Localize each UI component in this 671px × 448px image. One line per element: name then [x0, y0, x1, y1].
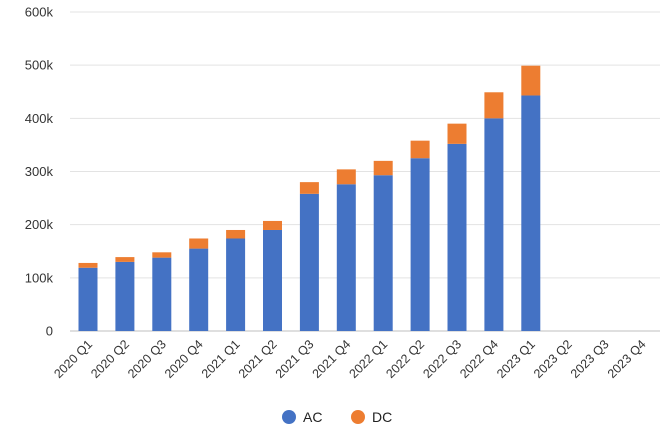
bar-ac-2021-q3: [299, 193, 319, 331]
bar-dc-2021-q3: [299, 182, 319, 194]
y-tick-label: 500k: [25, 58, 54, 73]
legend-label-ac: AC: [303, 409, 322, 425]
y-tick-label: 600k: [25, 5, 54, 20]
bar-dc-2020-q4: [189, 238, 209, 249]
x-tick-label: 2022 Q3: [420, 337, 464, 381]
legend-marker-dc: [351, 410, 365, 424]
bar-ac-2022-q3: [447, 143, 467, 331]
bar-dc-2020-q3: [152, 252, 172, 258]
y-tick-label: 0: [46, 324, 53, 339]
legend-marker-ac: [282, 410, 296, 424]
bar-dc-2020-q2: [115, 257, 135, 262]
bar-ac-2022-q2: [410, 158, 430, 331]
y-tick-label: 200k: [25, 217, 54, 232]
bar-dc-2021-q4: [336, 169, 356, 185]
bar-ac-2022-q4: [484, 118, 504, 331]
bar-dc-2022-q3: [447, 123, 467, 144]
x-tick-label: 2023 Q2: [531, 337, 575, 381]
bar-dc-2021-q2: [263, 220, 282, 230]
bar-dc-2023-q1: [521, 65, 541, 96]
bar-ac-2021-q4: [336, 184, 356, 331]
y-tick-label: 300k: [25, 164, 54, 179]
x-tick-label: 2022 Q4: [457, 337, 501, 381]
x-tick-label: 2020 Q1: [51, 337, 95, 381]
bar-ac-2020-q1: [78, 267, 98, 331]
x-tick-label: 2022 Q2: [383, 337, 427, 381]
bar-ac-2020-q2: [115, 261, 135, 331]
bar-ac-2021-q2: [263, 229, 282, 331]
x-tick-label: 2022 Q1: [347, 337, 391, 381]
x-tick-label: 2020 Q2: [88, 337, 132, 381]
bar-dc-2022-q2: [410, 140, 430, 159]
bar-ac-2023-q1: [521, 95, 541, 331]
y-tick-label: 100k: [25, 270, 54, 285]
legend-label-dc: DC: [372, 409, 392, 425]
x-tick-label: 2021 Q1: [199, 337, 243, 381]
bar-dc-2020-q1: [78, 262, 98, 268]
x-tick-label: 2021 Q2: [236, 337, 280, 381]
bars: [78, 65, 541, 331]
bar-ac-2021-q1: [226, 238, 246, 331]
bar-dc-2022-q4: [484, 92, 504, 119]
bar-dc-2022-q1: [373, 160, 393, 176]
legend: AC DC: [282, 409, 392, 425]
x-tick-label: 2020 Q3: [125, 337, 169, 381]
x-tick-label: 2020 Q4: [162, 337, 206, 381]
bar-ac-2022-q1: [373, 175, 393, 331]
x-tick-label: 2023 Q4: [605, 337, 649, 381]
bar-ac-2020-q4: [189, 248, 209, 331]
y-axis-ticks: 0 100k 200k 300k 400k 500k 600k: [25, 5, 54, 339]
x-tick-label: 2023 Q3: [568, 337, 612, 381]
x-tick-label: 2021 Q3: [273, 337, 317, 381]
x-tick-label: 2023 Q1: [494, 337, 538, 381]
bar-dc-2021-q1: [226, 229, 246, 239]
x-tick-label: 2021 Q4: [310, 337, 354, 381]
y-tick-label: 400k: [25, 111, 54, 126]
bar-ac-2020-q3: [152, 257, 172, 331]
